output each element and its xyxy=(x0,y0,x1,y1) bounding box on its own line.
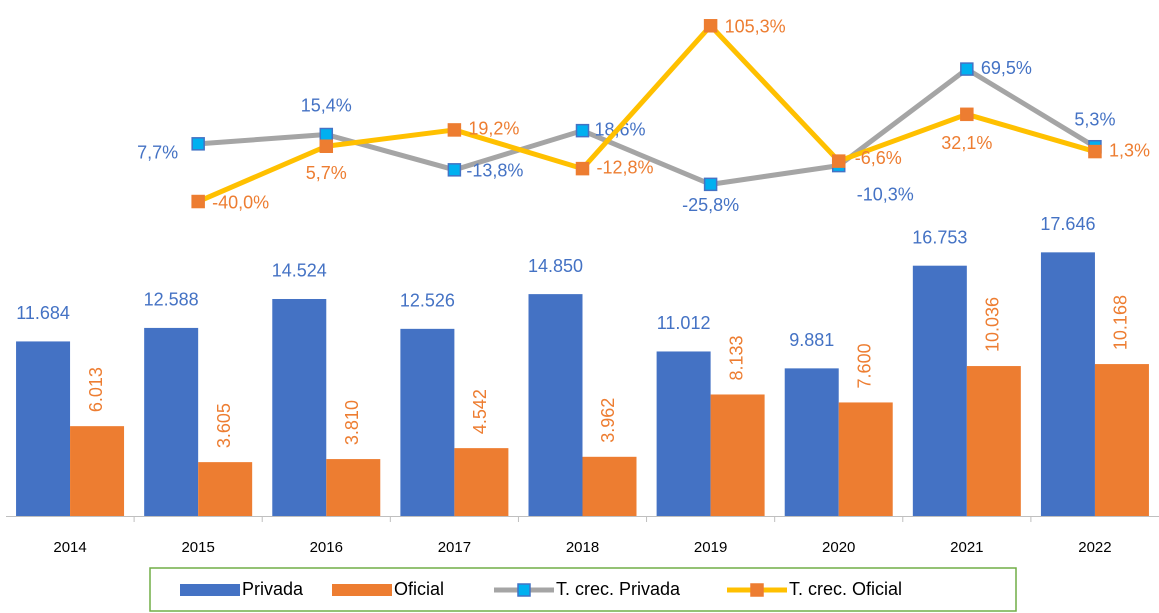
x-tick-label: 2021 xyxy=(950,539,983,556)
x-tick-label: 2020 xyxy=(822,539,855,556)
data-label: 12.526 xyxy=(400,291,455,311)
data-label: 3.605 xyxy=(214,403,234,448)
bar xyxy=(272,298,327,516)
marker xyxy=(960,107,974,122)
legend-label: T. crec. Privada xyxy=(556,579,681,599)
legend-label: Oficial xyxy=(394,579,444,599)
legend-label: T. crec. Oficial xyxy=(789,579,902,599)
bar xyxy=(70,426,125,516)
x-tick-label: 2015 xyxy=(181,539,214,556)
data-label: 3.810 xyxy=(342,400,362,445)
marker xyxy=(960,62,974,76)
line xyxy=(197,66,1097,187)
data-label: 1,3% xyxy=(1109,140,1150,160)
bar xyxy=(144,327,199,516)
legend-marker xyxy=(750,583,764,597)
marker xyxy=(1088,144,1102,159)
data-label: 11.684 xyxy=(16,303,70,323)
data-label: 12.588 xyxy=(144,290,199,310)
x-tick-label: 2016 xyxy=(310,539,343,556)
legend-swatch xyxy=(180,584,240,596)
data-label: 8.133 xyxy=(726,335,746,380)
data-label: 105,3% xyxy=(725,17,786,37)
data-label: 69,5% xyxy=(981,58,1032,78)
marker xyxy=(831,154,846,168)
marker xyxy=(447,123,462,137)
bar xyxy=(198,462,253,516)
bar xyxy=(838,402,893,516)
bar xyxy=(16,341,71,516)
data-label: 19,2% xyxy=(468,119,519,139)
data-label: 7,7% xyxy=(137,143,178,163)
x-tick-label: 2019 xyxy=(694,539,727,556)
marker xyxy=(319,139,334,153)
bar xyxy=(1094,364,1149,516)
x-tick-label: 2022 xyxy=(1078,539,1111,556)
marker xyxy=(191,137,205,151)
marker xyxy=(703,19,718,33)
data-label: 17.646 xyxy=(1040,214,1095,234)
data-label: 3.962 xyxy=(598,398,618,443)
legend-box xyxy=(149,567,1017,612)
data-label: 16.753 xyxy=(912,227,967,247)
bar xyxy=(784,368,839,516)
line xyxy=(197,23,1096,204)
marker xyxy=(447,163,462,177)
data-label: -6,6% xyxy=(855,148,902,168)
bar xyxy=(1040,252,1095,516)
marker xyxy=(191,194,205,209)
data-label: 9.881 xyxy=(789,330,834,350)
data-label: 14.850 xyxy=(528,256,583,276)
data-label: 32,1% xyxy=(941,133,992,153)
data-label: 7.600 xyxy=(854,343,874,388)
marker xyxy=(703,177,718,192)
data-label: -13,8% xyxy=(466,161,523,181)
legend-marker xyxy=(517,583,531,597)
bar xyxy=(710,394,765,516)
data-label: 10.168 xyxy=(1111,295,1131,350)
marker xyxy=(575,161,590,176)
bar xyxy=(966,366,1021,516)
bar xyxy=(454,448,509,516)
data-label: -40,0% xyxy=(212,192,269,212)
legend-swatch xyxy=(332,584,392,596)
bar xyxy=(912,265,967,516)
x-tick-label: 2014 xyxy=(53,539,86,556)
bar xyxy=(656,351,711,516)
legend-label: Privada xyxy=(242,579,304,599)
bar xyxy=(528,294,583,516)
marker xyxy=(319,127,334,142)
bar xyxy=(326,459,381,516)
data-label: 6.013 xyxy=(86,367,106,412)
data-label: 4.542 xyxy=(470,389,490,434)
bar xyxy=(582,456,637,516)
x-tick-label: 2018 xyxy=(566,539,599,556)
data-label: 14.524 xyxy=(272,261,327,281)
data-label: 10.036 xyxy=(983,297,1003,352)
data-label: 5,7% xyxy=(306,163,347,183)
data-label: 11.012 xyxy=(657,313,711,333)
data-label: -10,3% xyxy=(857,184,914,204)
data-label: -25,8% xyxy=(682,195,739,215)
x-tick-label: 2017 xyxy=(438,539,471,556)
data-label: -12,8% xyxy=(597,157,654,177)
marker xyxy=(575,123,590,138)
bar xyxy=(400,328,455,516)
data-label: 15,4% xyxy=(301,95,352,115)
data-label: 5,3% xyxy=(1074,109,1115,129)
